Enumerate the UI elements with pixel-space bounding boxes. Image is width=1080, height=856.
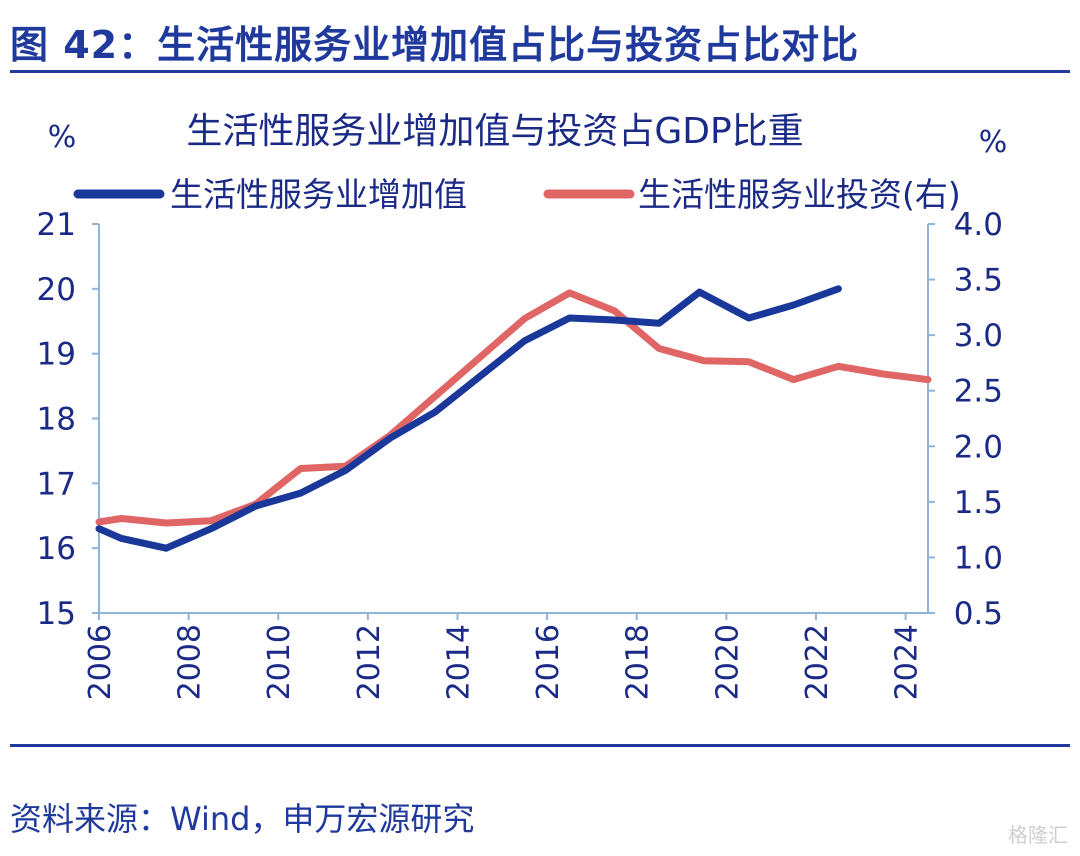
x-tick-label: 2016 [531, 624, 566, 700]
left-tick-label: 19 [37, 337, 76, 373]
line-chart: 生活性服务业增加值与投资占GDP比重 % % 生活性服务业增加值 生活性服务业投… [37, 111, 1008, 700]
left-axis-ticks: 15 16 17 18 19 20 21 [37, 207, 99, 632]
series-line-value-added [95, 285, 842, 552]
legend-label-investment: 生活性服务业投资(右) [638, 175, 961, 214]
legend-label-value-added: 生活性服务业增加值 [170, 175, 467, 214]
right-tick-label: 4.0 [954, 207, 1003, 243]
right-tick-label: 3.5 [954, 263, 1003, 299]
footer-divider [10, 744, 1070, 747]
right-tick-label: 3.0 [954, 318, 1003, 354]
right-tick-label: 2.0 [954, 429, 1003, 465]
right-tick-label: 1.5 [954, 485, 1003, 521]
x-tick-label: 2012 [352, 624, 387, 700]
right-axis-unit: % [979, 125, 1008, 160]
legend: 生活性服务业增加值 生活性服务业投资(右) [73, 175, 961, 214]
figure-title: 图 42：生活性服务业增加值占比与投资占比对比 [10, 23, 860, 67]
right-axis-ticks: 0.5 1.0 1.5 2.0 2.5 3.0 3.5 4.0 [928, 207, 1003, 632]
x-tick-label: 2006 [83, 624, 118, 700]
left-tick-label: 20 [37, 272, 76, 308]
right-tick-label: 0.5 [954, 596, 1003, 632]
x-tick-label: 2020 [710, 624, 745, 700]
chart-title: 生活性服务业增加值与投资占GDP比重 [186, 111, 803, 152]
x-tick-label: 2008 [173, 624, 208, 700]
left-tick-label: 15 [37, 596, 76, 632]
x-tick-label: 2010 [262, 624, 297, 700]
left-tick-label: 16 [37, 531, 76, 567]
left-tick-label: 17 [37, 466, 76, 502]
x-tick-label: 2024 [890, 624, 925, 700]
source-note: 资料来源：Wind，申万宏源研究 [10, 800, 475, 838]
x-tick-label: 2018 [621, 624, 656, 700]
series-line-investment [95, 289, 932, 527]
x-axis-ticks: 2006 2008 2010 2012 2014 2016 2018 2020 2022 2024 [83, 613, 925, 700]
watermark-logo: 格隆汇 [1008, 823, 1068, 847]
left-axis-unit: % [48, 120, 77, 155]
right-tick-label: 1.0 [954, 540, 1003, 576]
title-divider [10, 70, 1070, 73]
left-tick-label: 21 [37, 207, 76, 243]
x-tick-label: 2022 [800, 624, 835, 700]
x-tick-label: 2014 [441, 624, 476, 700]
plot-area [95, 285, 932, 552]
left-tick-label: 18 [37, 402, 76, 438]
right-tick-label: 2.5 [954, 374, 1003, 410]
